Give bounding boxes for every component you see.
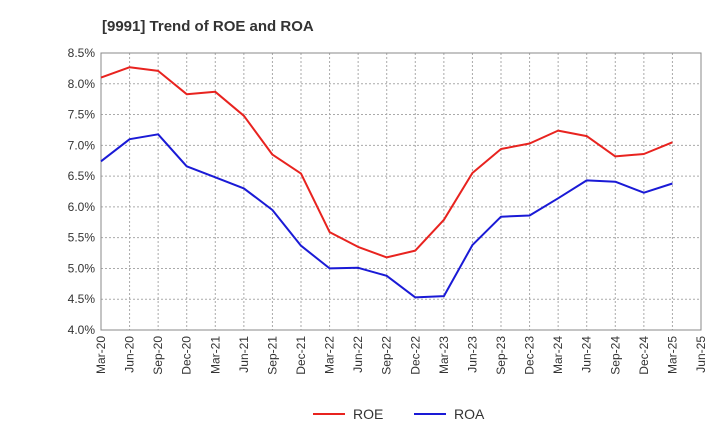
x-tick-label: Mar-25: [665, 336, 679, 374]
y-tick-label: 5.0%: [68, 261, 96, 275]
x-tick-label: Sep-22: [380, 336, 394, 375]
x-tick-label: Sep-21: [265, 336, 279, 375]
x-tick-label: Dec-22: [408, 336, 422, 375]
legend-label-roe: ROE: [353, 406, 383, 422]
x-tick-label: Jun-20: [123, 336, 137, 373]
x-axis-ticks: Mar-20 Jun-20 Sep-20 Dec-20 Mar-21 Jun-21 Sep-…: [94, 336, 708, 375]
y-axis-ticks: 4.0% 4.5% 5.0% 5.5% 6.0% 6.5% 7.0% 7.5% 8.0% 8.5%: [68, 46, 96, 337]
x-tick-label: Jun-23: [465, 336, 479, 373]
y-tick-label: 8.0%: [68, 77, 96, 91]
series-line-roe: [100, 66, 673, 259]
x-tick-label: Dec-20: [180, 336, 194, 375]
x-tick-label: Mar-21: [208, 336, 222, 374]
x-tick-label: Dec-24: [637, 336, 651, 375]
x-tick-label: Mar-22: [323, 336, 337, 374]
y-tick-label: 8.5%: [68, 46, 96, 60]
x-tick-label: Jun-24: [580, 336, 594, 373]
x-tick-label: Jun-25: [694, 336, 708, 373]
y-tick-label: 4.0%: [68, 323, 96, 337]
y-tick-label: 6.0%: [68, 200, 96, 214]
x-tick-label: Jun-22: [351, 336, 365, 373]
x-tick-label: Sep-24: [608, 336, 622, 375]
y-tick-label: 6.5%: [68, 169, 96, 183]
plot-frame: [100, 52, 702, 331]
y-tick-label: 7.5%: [68, 108, 96, 122]
x-tick-label: Dec-21: [294, 336, 308, 375]
y-tick-label: 7.0%: [68, 138, 96, 152]
x-tick-label: Jun-21: [237, 336, 251, 373]
legend: ROE ROA: [313, 406, 485, 422]
x-tick-label: Mar-23: [437, 336, 451, 374]
x-tick-label: Sep-23: [494, 336, 508, 375]
legend-label-roa: ROA: [454, 406, 485, 422]
chart-title: [9991] Trend of ROE and ROA: [102, 18, 314, 35]
y-tick-label: 5.5%: [68, 231, 96, 245]
x-tick-label: Mar-20: [94, 336, 108, 374]
x-tick-label: Sep-20: [151, 336, 165, 375]
y-tick-label: 4.5%: [68, 292, 96, 306]
series-line-roa: [100, 133, 673, 299]
x-tick-label: Dec-23: [523, 336, 537, 375]
series-lines: [100, 66, 673, 299]
plot-grid: [101, 53, 701, 330]
x-tick-label: Mar-24: [551, 336, 565, 374]
